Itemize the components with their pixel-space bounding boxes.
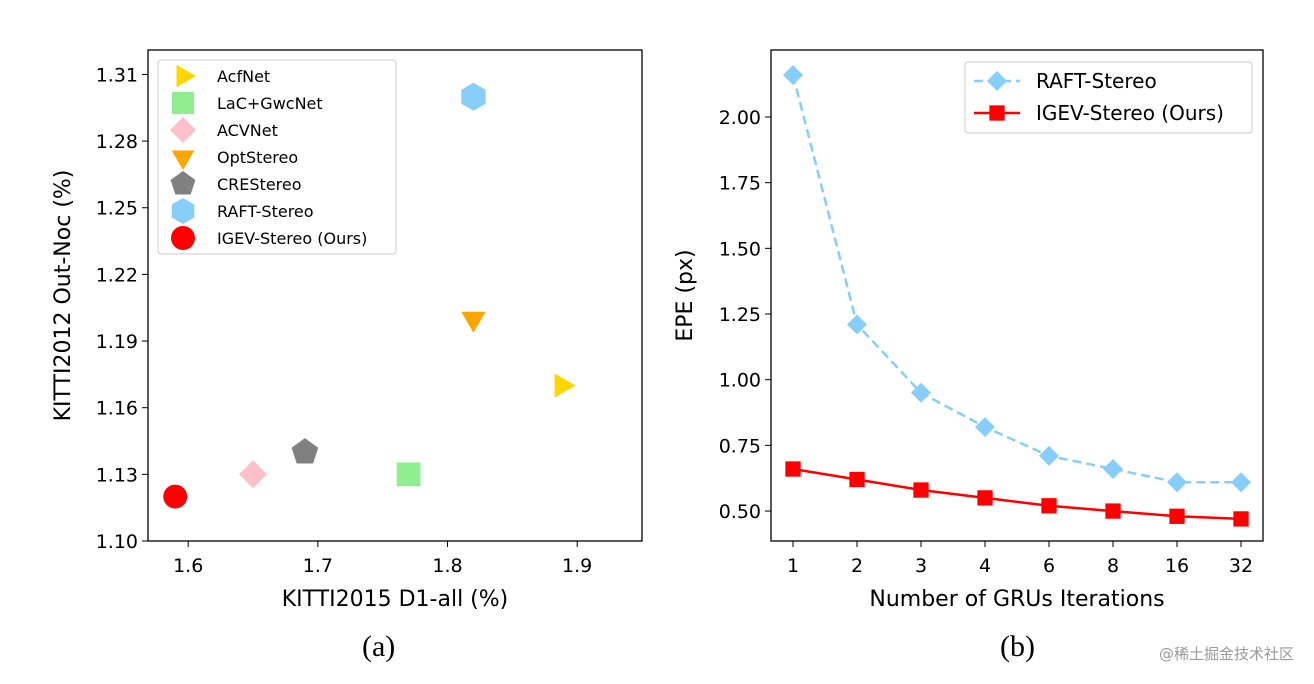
y-tick-label-b: 2.00 [719, 107, 761, 129]
y-tick-label-a: 1.25 [96, 198, 138, 220]
point-optstereo [461, 311, 486, 333]
point-igev-stereo-ours- [163, 484, 188, 509]
point-raft-stereo [461, 82, 486, 111]
y-tick-label-b: 0.75 [719, 435, 761, 457]
point-raft-stereo [847, 314, 867, 335]
point-igev-stereo-ours- [785, 461, 801, 477]
x-tick-label-b: 32 [1229, 555, 1253, 577]
legend-a-marker [170, 171, 196, 195]
point-igev-stereo-ours- [913, 482, 929, 498]
y-tick-label-a: 1.16 [96, 398, 138, 420]
legend-b-label: IGEV-Stereo (Ours) [1036, 101, 1224, 125]
point-crestereo [291, 438, 319, 464]
point-raft-stereo [783, 65, 803, 85]
legend-a-label: IGEV-Stereo (Ours) [217, 229, 367, 248]
legend-b-marker [987, 71, 1007, 91]
x-tick-label-a: 1.8 [432, 555, 462, 577]
y-tick-label-a: 1.22 [96, 264, 138, 286]
legend-b-marker [989, 105, 1005, 121]
legend-b-label: RAFT-Stereo [1036, 69, 1157, 93]
x-tick-label-b: 2 [851, 555, 863, 577]
x-tick-label-b: 4 [979, 555, 991, 577]
y-tick-label-b: 0.50 [719, 501, 761, 523]
legend-a-label: RAFT-Stereo [217, 202, 314, 221]
y-tick-label-a: 1.28 [96, 131, 138, 153]
legend-a-label: AcfNet [217, 67, 270, 86]
point-raft-stereo [975, 417, 995, 437]
point-igev-stereo-ours- [1233, 511, 1249, 527]
y-tick-label-a: 1.19 [96, 331, 138, 353]
y-tick-label-b: 1.25 [719, 304, 761, 326]
caption-b: (b) [1000, 630, 1035, 663]
x-tick-label-a: 1.9 [562, 555, 592, 577]
point-igev-stereo-ours- [849, 471, 865, 488]
point-igev-stereo-ours- [1105, 503, 1121, 519]
y-axis-label-b: EPE (px) [673, 249, 698, 341]
legend-a-marker [171, 91, 195, 115]
point-raft-stereo [911, 382, 931, 403]
legend-a-marker [170, 117, 196, 143]
y-tick-label-b: 1.50 [719, 238, 761, 260]
y-tick-label-a: 1.31 [96, 64, 138, 86]
legend-a-marker [171, 198, 195, 224]
legend-a-label: CREStereo [217, 175, 302, 194]
y-tick-label-b: 1.75 [719, 173, 761, 195]
x-tick-label-b: 16 [1165, 555, 1189, 577]
point-raft-stereo [1167, 472, 1187, 493]
legend-a-marker [171, 226, 195, 250]
plot-a-frame [147, 49, 643, 542]
legend-b [964, 61, 1253, 134]
point-igev-stereo-ours- [1169, 508, 1185, 524]
y-tick-label-a: 1.13 [96, 464, 138, 486]
x-axis-label-a: KITTI2015 D1-all (%) [282, 587, 509, 612]
y-axis-label-a: KITTI2012 Out-Noc (%) [51, 170, 76, 422]
legend-a-marker [171, 150, 195, 170]
point-acvnet [239, 460, 267, 489]
x-tick-label-a: 1.6 [173, 555, 203, 577]
x-tick-label-a: 1.7 [303, 555, 333, 577]
legend-a-marker [176, 64, 196, 88]
point-raft-stereo [1231, 472, 1251, 493]
legend-a-label: OptStereo [217, 148, 298, 167]
x-tick-label-b: 1 [787, 555, 799, 577]
point-igev-stereo-ours- [1041, 498, 1057, 514]
point-lac-gwcnet [396, 462, 421, 487]
point-acfnet [554, 373, 576, 398]
plot-b-frame [770, 49, 1264, 542]
line-igev-stereo-ours- [792, 467, 1242, 521]
x-tick-label-b: 6 [1043, 555, 1055, 577]
legend-a-label: LaC+GwcNet [217, 94, 323, 113]
legend-a-label: ACVNet [217, 121, 278, 140]
caption-a: (a) [362, 630, 396, 663]
x-tick-label-b: 8 [1107, 555, 1119, 577]
y-tick-label-a: 1.10 [96, 531, 138, 553]
x-axis-label-b: Number of GRUs Iterations [869, 587, 1164, 612]
y-tick-label-b: 1.00 [719, 370, 761, 392]
x-tick-label-b: 3 [915, 555, 927, 577]
watermark: @稀土掘金技术社区 [1158, 645, 1294, 663]
point-igev-stereo-ours- [977, 490, 993, 506]
line-raft-stereo [791, 74, 1241, 484]
point-raft-stereo [1103, 459, 1123, 479]
point-raft-stereo [1039, 445, 1059, 466]
legend-a [157, 59, 397, 255]
